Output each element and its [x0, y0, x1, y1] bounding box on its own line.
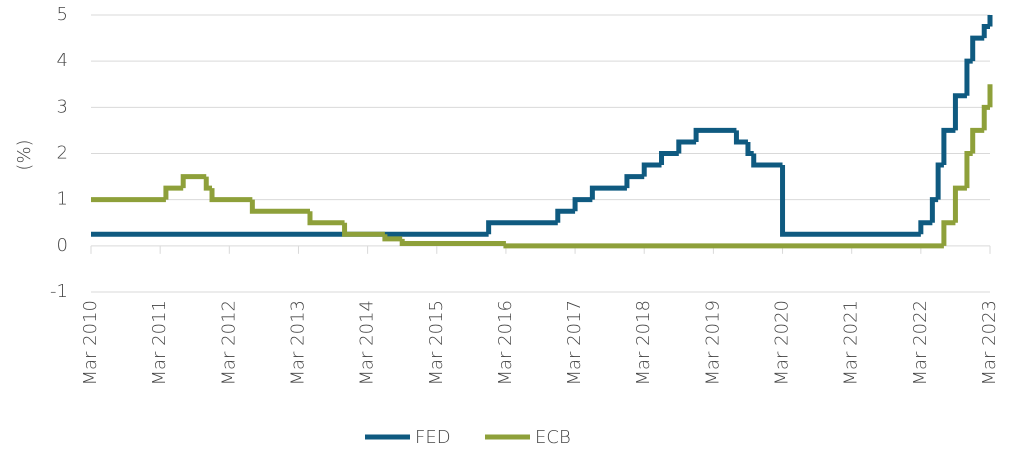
- y-tick-label: 2: [57, 143, 68, 164]
- y-axis-label: (%): [14, 139, 35, 170]
- x-tick-label: Mar 2010: [80, 300, 101, 386]
- x-tick-label: Mar 2013: [287, 300, 308, 386]
- step-segment: [970, 127, 985, 154]
- y-tick-label: 1: [57, 189, 68, 210]
- x-tick-label: Mar 2018: [633, 300, 654, 386]
- step-segment: [589, 185, 627, 200]
- step-segment: [929, 197, 939, 223]
- x-tick-label: Mar 2017: [564, 300, 585, 386]
- step-segment: [970, 35, 985, 62]
- step-segment: [751, 153, 783, 168]
- step-segment: [733, 130, 748, 145]
- step-segment: [486, 220, 558, 235]
- x-tick-label: Mar 2020: [772, 300, 793, 386]
- step-segment: [624, 174, 645, 189]
- step-segment: [249, 199, 310, 214]
- y-tick-label: 5: [57, 4, 68, 25]
- step-segment: [941, 220, 956, 246]
- step-segment: [399, 238, 506, 247]
- step-segment: [952, 185, 967, 223]
- step-segment: [780, 165, 921, 237]
- y-tick-label: 4: [57, 50, 68, 71]
- step-segment: [935, 162, 944, 200]
- step-segment: [503, 243, 944, 249]
- step-segment: [209, 188, 253, 203]
- x-tick-label: Mar 2023: [979, 300, 1000, 386]
- y-tick-label: 0: [57, 235, 68, 256]
- step-segment: [964, 58, 973, 96]
- step-segment: [693, 127, 737, 142]
- x-tick-label: Mar 2022: [910, 300, 931, 386]
- legend-label: FED: [415, 427, 451, 448]
- step-segment: [307, 211, 345, 226]
- step-segment: [659, 151, 679, 166]
- y-tick-label: -1: [50, 281, 68, 302]
- x-tick-label: Mar 2015: [426, 300, 447, 386]
- step-segment: [382, 234, 403, 242]
- x-tick-label: Mar 2011: [149, 300, 170, 386]
- step-segment: [342, 222, 385, 237]
- step-segment: [964, 151, 973, 189]
- step-segment: [203, 176, 213, 191]
- step-segment: [981, 104, 990, 131]
- x-tick-label: Mar 2016: [495, 300, 516, 386]
- step-segment: [952, 93, 967, 131]
- step-segment: [981, 24, 990, 39]
- step-segment: [555, 208, 576, 223]
- step-segment: [641, 162, 662, 177]
- x-tick-label: Mar 2021: [841, 300, 862, 386]
- step-segment: [163, 185, 184, 200]
- step-segment: [180, 174, 207, 189]
- x-tick-label: Mar 2014: [357, 300, 378, 386]
- step-segment: [572, 197, 593, 212]
- step-segment: [918, 220, 933, 235]
- y-tick-label: 3: [57, 96, 68, 117]
- step-segment: [745, 141, 754, 156]
- legend-label: ECB: [535, 427, 571, 448]
- step-segment: [941, 127, 956, 166]
- step-segment: [676, 139, 697, 154]
- x-tick-label: Mar 2019: [702, 300, 723, 386]
- x-tick-label: Mar 2012: [218, 300, 239, 386]
